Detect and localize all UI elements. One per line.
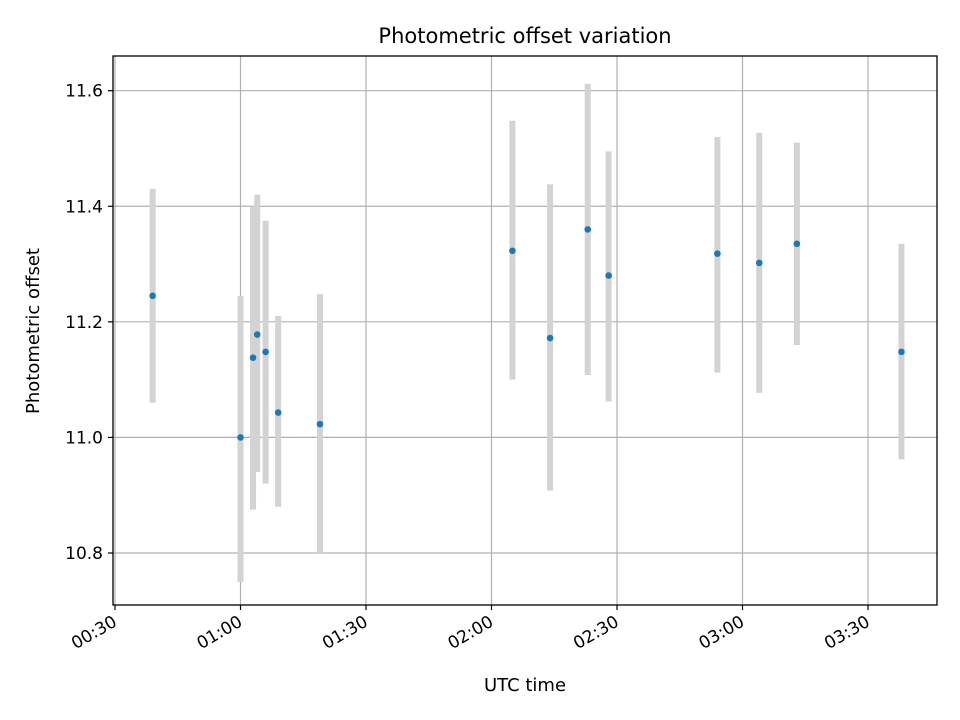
x-tick-label: 01:30 xyxy=(319,612,371,654)
chart-title: Photometric offset variation xyxy=(378,24,671,48)
x-tick-label: 01:00 xyxy=(194,612,246,654)
x-axis-title: UTC time xyxy=(484,675,566,696)
data-point xyxy=(274,409,282,416)
data-point xyxy=(605,272,612,279)
y-tick-label: 11.0 xyxy=(65,428,103,448)
x-axis-ticks: 00:30 01:00 01:30 02:00 02:30 03:00 03:30 xyxy=(68,605,874,654)
error-bars xyxy=(149,83,905,582)
grid-lines xyxy=(113,56,937,605)
x-tick-label: 02:00 xyxy=(445,612,497,654)
data-point xyxy=(793,240,801,248)
data-point xyxy=(262,348,269,356)
data-point xyxy=(546,334,554,342)
data-point xyxy=(237,434,244,441)
y-axis-title: Photometric offset xyxy=(23,248,44,414)
x-tick-label: 02:30 xyxy=(570,612,622,654)
y-tick-label: 11.4 xyxy=(65,197,103,217)
data-point xyxy=(898,348,905,356)
x-tick-label: 03:00 xyxy=(696,612,748,654)
data-point xyxy=(509,247,516,255)
data-point xyxy=(149,292,156,300)
y-tick-label: 11.6 xyxy=(65,82,103,102)
x-tick-label: 00:30 xyxy=(68,612,120,654)
data-points xyxy=(149,226,905,441)
data-point xyxy=(714,250,721,257)
plot-area-frame xyxy=(112,55,938,606)
x-tick-label: 03:30 xyxy=(821,612,873,654)
y-axis-ticks: 10.8 11.0 11.2 11.4 11.6 xyxy=(65,82,113,564)
data-point xyxy=(584,226,592,233)
data-point xyxy=(316,420,324,428)
data-point xyxy=(755,259,763,267)
y-tick-label: 10.8 xyxy=(65,544,103,564)
data-point xyxy=(253,331,261,338)
data-point xyxy=(249,354,257,361)
y-tick-label: 11.2 xyxy=(65,313,103,333)
